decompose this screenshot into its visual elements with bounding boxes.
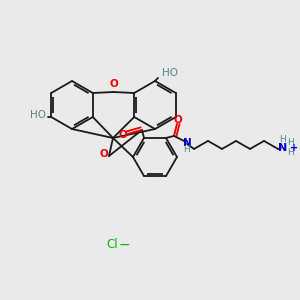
Text: +: +: [290, 143, 298, 153]
Text: O: O: [100, 149, 108, 159]
Text: H: H: [288, 148, 294, 158]
Text: H: H: [280, 135, 286, 144]
Text: O: O: [118, 130, 127, 140]
Text: −: −: [118, 238, 130, 252]
Text: O: O: [174, 115, 182, 125]
Text: N: N: [278, 143, 288, 153]
Text: HO: HO: [30, 110, 46, 120]
Text: HO: HO: [162, 68, 178, 78]
Text: N: N: [183, 138, 191, 148]
Text: O: O: [109, 79, 118, 89]
Text: H: H: [184, 146, 190, 154]
Text: Cl: Cl: [106, 238, 118, 251]
Text: H: H: [288, 138, 294, 147]
